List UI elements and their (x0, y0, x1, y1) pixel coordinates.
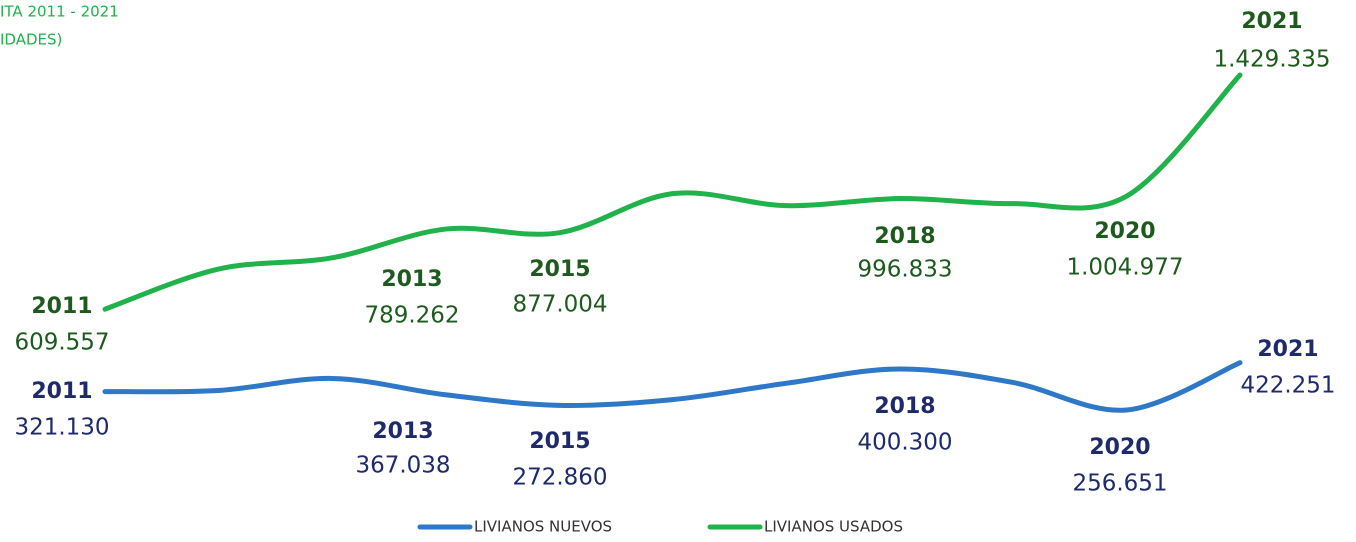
year-label: 2021 (1241, 9, 1302, 34)
series-line (102, 72, 1243, 312)
value-label: 877.004 (512, 292, 607, 318)
legend-label: LIVIANOS USADOS (764, 518, 903, 536)
year-label: 2020 (1094, 219, 1155, 244)
year-label: 2013 (372, 419, 433, 444)
value-label: 367.038 (355, 453, 450, 479)
year-label: 2011 (31, 379, 92, 404)
value-label: 609.557 (14, 330, 109, 356)
value-label: 1.004.977 (1066, 255, 1183, 281)
value-label: 1.429.335 (1213, 47, 1330, 73)
series-line (102, 360, 1243, 413)
value-label: 789.262 (364, 303, 459, 329)
year-label: 2018 (874, 224, 935, 249)
chart-title: IDADES) (0, 31, 62, 49)
value-label: 272.860 (512, 465, 607, 491)
value-label: 400.300 (857, 430, 952, 456)
legend-label: LIVIANOS NUEVOS (474, 518, 612, 536)
year-label: 2020 (1089, 435, 1150, 460)
value-label: 256.651 (1072, 471, 1167, 497)
year-label: 2015 (529, 429, 590, 454)
value-label: 996.833 (857, 257, 952, 283)
year-label: 2018 (874, 394, 935, 419)
chart-title: ITA 2011 - 2021 (0, 3, 119, 21)
value-label: 321.130 (14, 415, 109, 441)
year-label: 2015 (529, 257, 590, 282)
year-label: 2021 (1257, 337, 1318, 362)
value-label: 422.251 (1240, 373, 1335, 399)
year-label: 2013 (381, 267, 442, 292)
year-label: 2011 (31, 294, 92, 319)
